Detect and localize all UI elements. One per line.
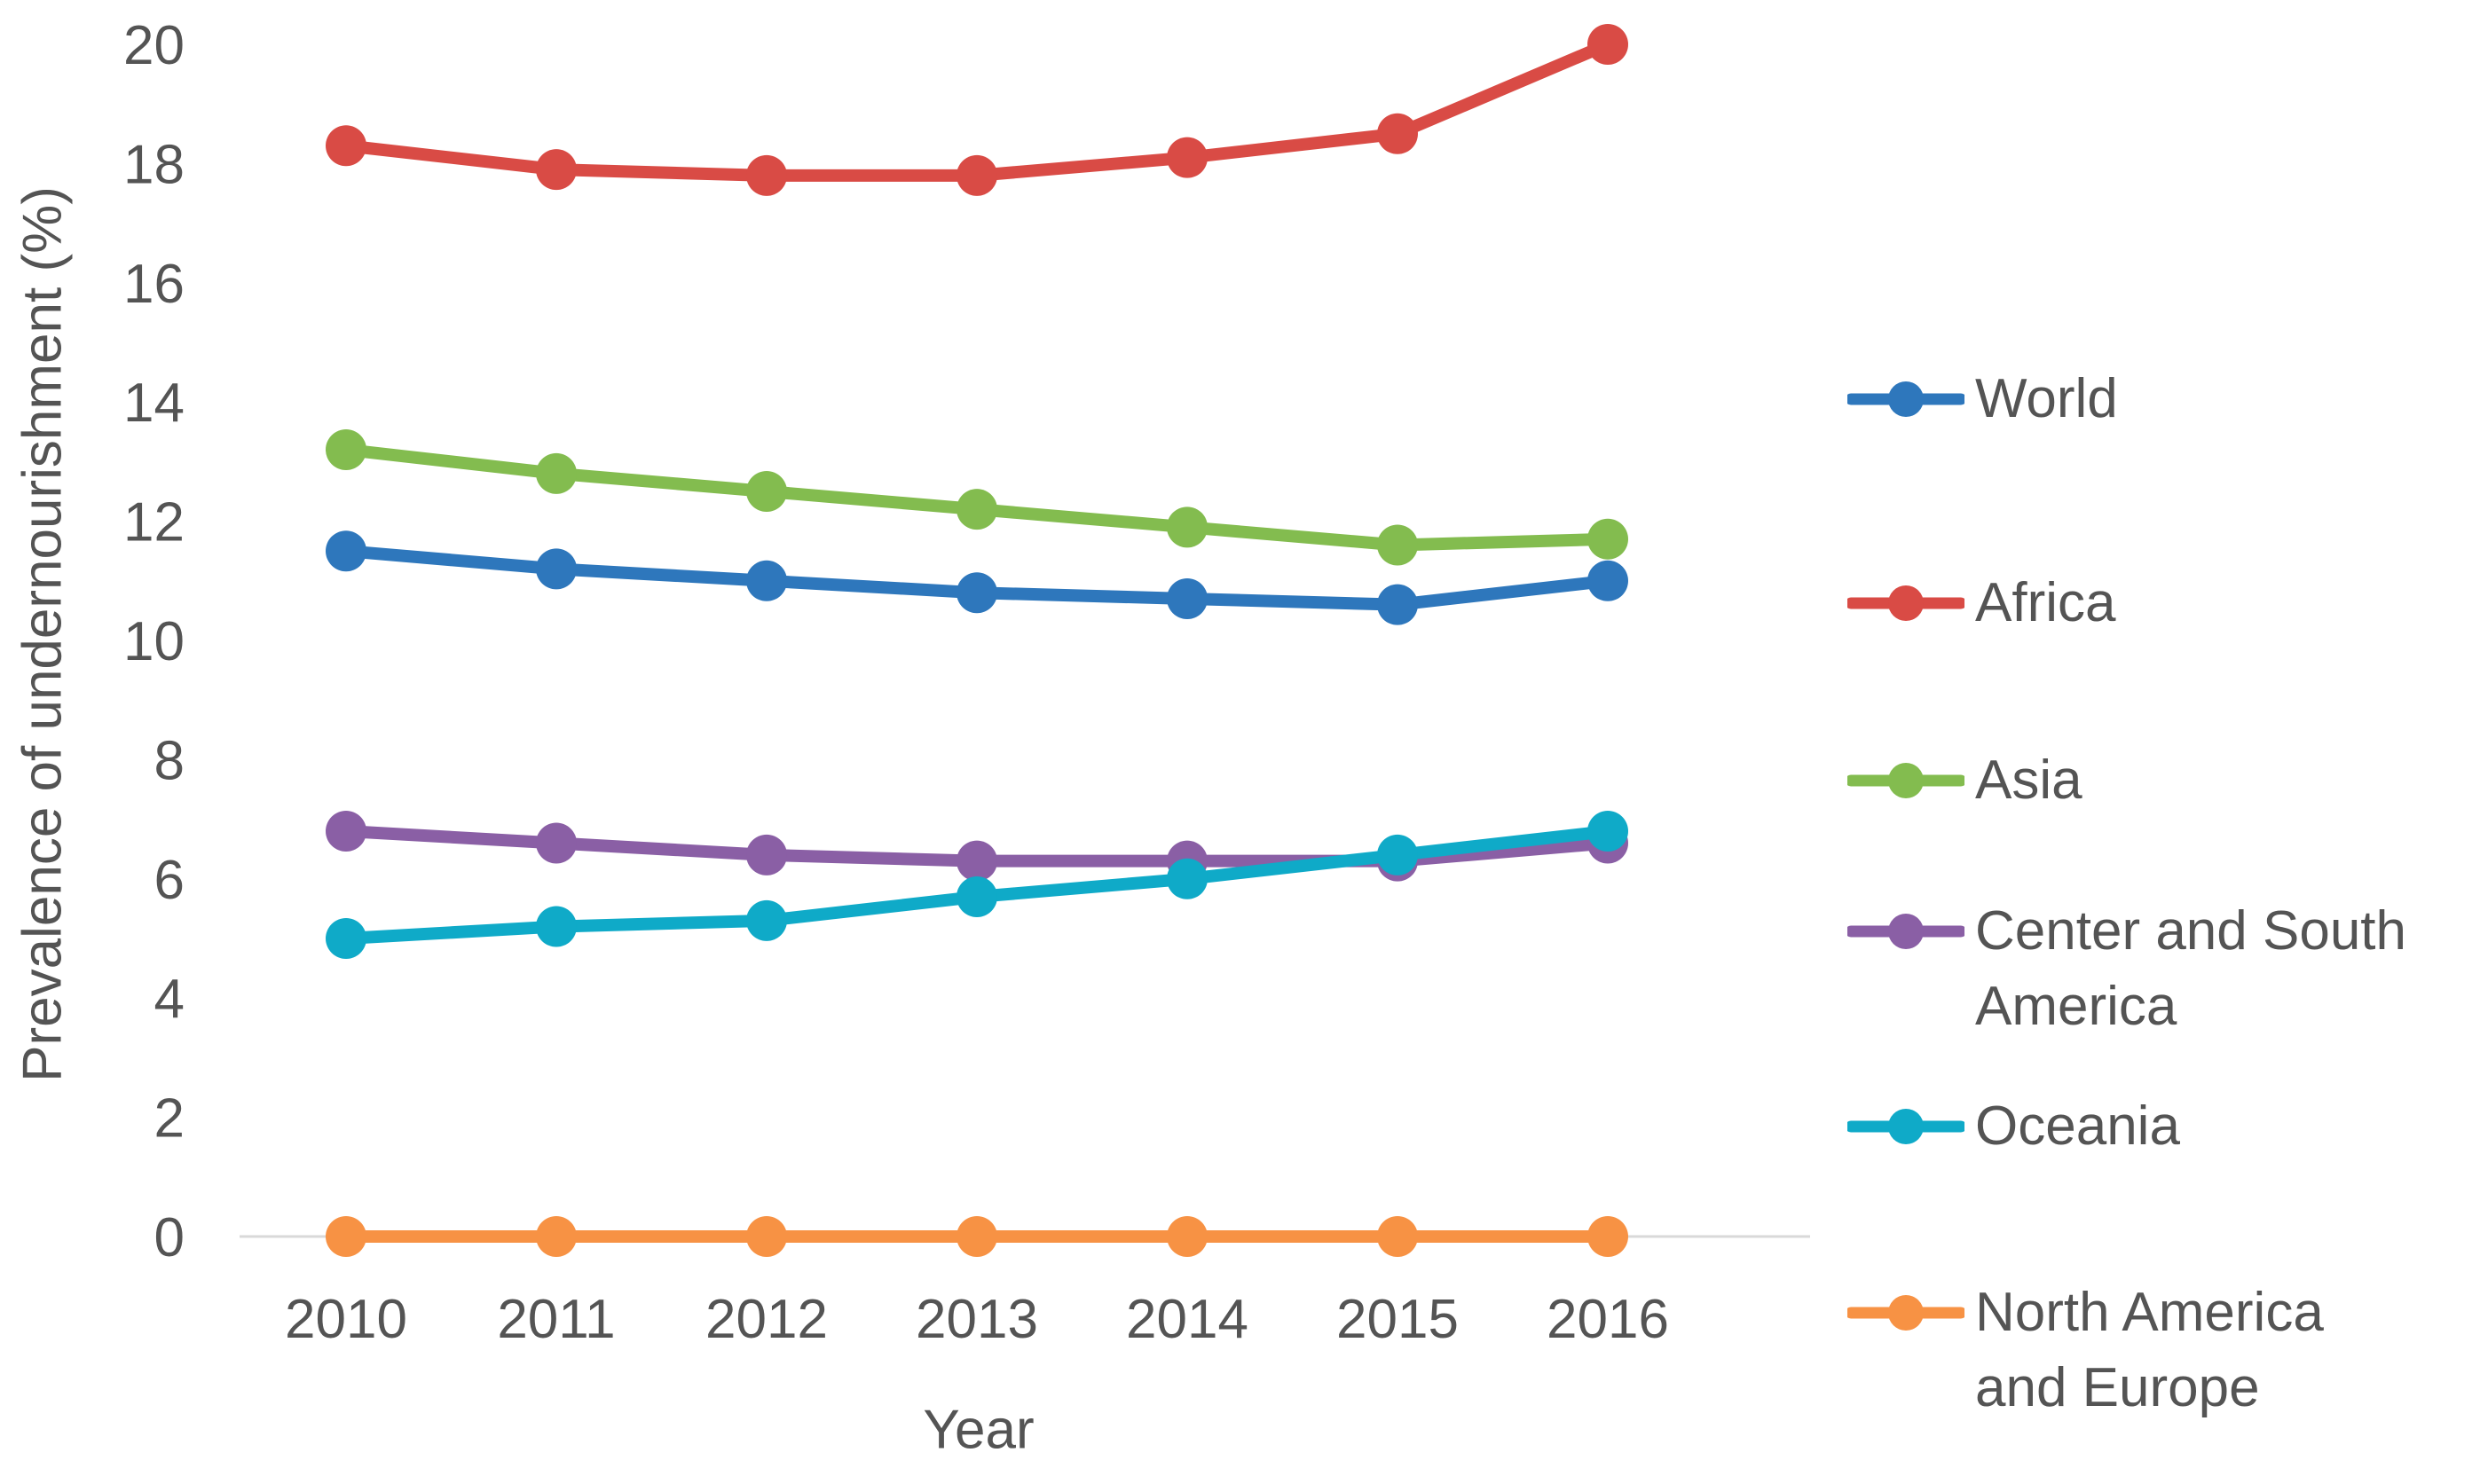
- data-point-oceania-2016: [1587, 811, 1628, 852]
- legend-label-africa: Africa: [1975, 572, 2116, 633]
- legend-item-asia: Asia: [1847, 742, 2082, 818]
- data-point-asia-2016: [1587, 518, 1628, 560]
- data-point-asia-2011: [536, 452, 577, 494]
- data-point-center-and-south-america-2010: [326, 811, 366, 852]
- legend-item-oceania: Oceania: [1847, 1088, 2180, 1164]
- legend-label-center-and-south-america: Center and South America: [1975, 900, 2407, 1037]
- data-point-world-2010: [326, 530, 366, 572]
- y-tick-label: 8: [154, 730, 185, 791]
- legend-item-center-and-south-america: Center and South America: [1847, 893, 2406, 1044]
- data-point-asia-2012: [746, 471, 787, 512]
- data-point-center-and-south-america-2013: [957, 840, 997, 882]
- data-point-asia-2013: [957, 489, 997, 530]
- data-point-world-2012: [746, 560, 787, 601]
- legend-item-africa: Africa: [1847, 565, 2115, 640]
- data-point-world-2013: [957, 572, 997, 614]
- y-tick-label: 4: [154, 969, 185, 1030]
- data-point-oceania-2014: [1167, 858, 1208, 899]
- data-point-africa-2015: [1377, 113, 1418, 154]
- data-point-oceania-2015: [1377, 834, 1418, 875]
- y-tick-label: 12: [123, 492, 185, 554]
- data-point-africa-2012: [746, 154, 787, 196]
- data-point-north-america-and-europe-2014: [1167, 1216, 1208, 1257]
- legend-marker-world: [1847, 381, 1964, 417]
- legend-marker-oceania: [1847, 1109, 1964, 1144]
- data-point-world-2015: [1377, 584, 1418, 625]
- data-point-oceania-2012: [746, 899, 787, 941]
- data-point-oceania-2013: [957, 875, 997, 917]
- x-tick-label: 2015: [1336, 1289, 1459, 1350]
- legend-marker-north-america-and-europe: [1847, 1295, 1964, 1331]
- chart-legend: World Africa Asia Center and South America O…: [1847, 0, 2468, 1484]
- data-point-oceania-2010: [326, 918, 366, 959]
- data-point-north-america-and-europe-2015: [1377, 1216, 1418, 1257]
- data-point-world-2016: [1587, 560, 1628, 601]
- data-point-north-america-and-europe-2016: [1587, 1216, 1628, 1257]
- y-axis-title: Prevalence of undernourishment (%): [12, 186, 74, 1082]
- legend-label-north-america-and-europe: North America and Europe: [1975, 1282, 2324, 1418]
- data-point-asia-2014: [1167, 506, 1208, 548]
- data-point-center-and-south-america-2011: [536, 822, 577, 864]
- legend-item-north-america-and-europe: North America and Europe: [1847, 1275, 2324, 1425]
- data-point-africa-2014: [1167, 137, 1208, 178]
- data-point-center-and-south-america-2012: [746, 834, 787, 875]
- data-point-africa-2016: [1587, 24, 1628, 65]
- legend-label-asia: Asia: [1975, 750, 2082, 811]
- y-tick-label: 0: [154, 1207, 185, 1268]
- y-tick-label: 6: [154, 850, 185, 911]
- y-tick-label: 2: [154, 1088, 185, 1150]
- legend-marker-center-and-south-america: [1847, 914, 1964, 949]
- x-tick-label: 2014: [1126, 1289, 1248, 1350]
- data-point-africa-2010: [326, 125, 366, 167]
- y-tick-label: 14: [123, 373, 185, 434]
- y-tick-label: 10: [123, 611, 185, 672]
- x-tick-label: 2012: [705, 1289, 828, 1350]
- legend-label-oceania: Oceania: [1975, 1095, 2180, 1157]
- data-point-africa-2013: [957, 154, 997, 196]
- data-point-oceania-2011: [536, 906, 577, 947]
- x-tick-label: 2010: [285, 1289, 407, 1350]
- legend-marker-asia: [1847, 763, 1964, 798]
- data-point-north-america-and-europe-2011: [536, 1216, 577, 1257]
- data-point-asia-2015: [1377, 524, 1418, 566]
- x-tick-label: 2013: [916, 1289, 1038, 1350]
- data-point-north-america-and-europe-2012: [746, 1216, 787, 1257]
- x-axis-title: Year: [923, 1399, 1035, 1461]
- data-point-africa-2011: [536, 149, 577, 191]
- legend-label-world: World: [1975, 368, 2118, 429]
- x-tick-label: 2016: [1547, 1289, 1669, 1350]
- data-point-asia-2010: [326, 428, 366, 470]
- data-point-north-america-and-europe-2010: [326, 1216, 366, 1257]
- legend-item-world: World: [1847, 361, 2118, 436]
- data-point-north-america-and-europe-2013: [957, 1216, 997, 1257]
- y-tick-label: 16: [123, 254, 185, 315]
- x-tick-label: 2011: [497, 1289, 615, 1350]
- legend-marker-africa: [1847, 585, 1964, 621]
- data-point-world-2011: [536, 548, 577, 590]
- y-tick-label: 20: [123, 15, 185, 76]
- y-tick-label: 18: [123, 134, 185, 195]
- data-point-world-2014: [1167, 577, 1208, 619]
